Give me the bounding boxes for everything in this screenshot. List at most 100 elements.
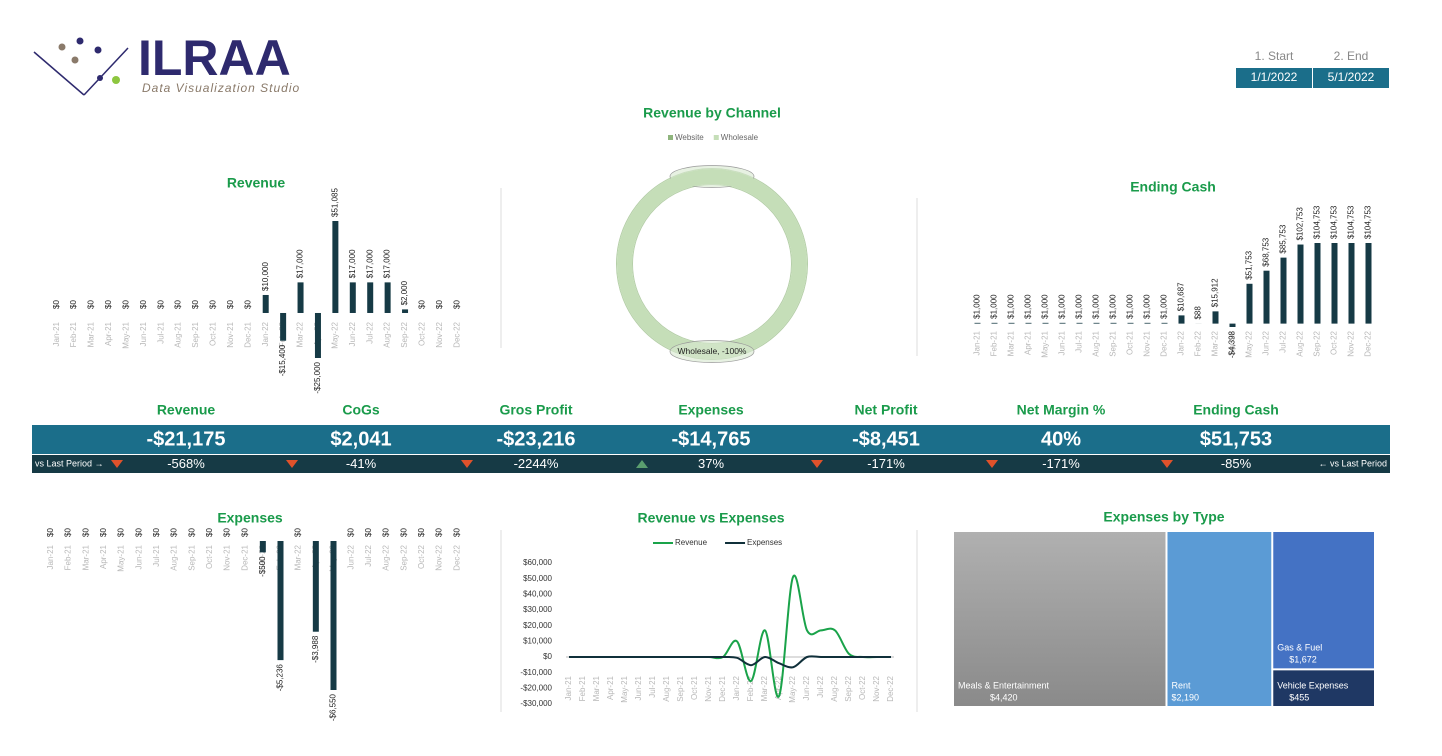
start-date[interactable]: 1/1/2022 [1251, 70, 1298, 84]
trend-arrow [461, 460, 473, 468]
data-label: $0 [156, 300, 165, 309]
tile-value: $4,420 [990, 692, 1018, 702]
data-label: $1,000 [990, 294, 999, 319]
x-tick-label: Sep-22 [399, 544, 408, 570]
y-tick-label: $0 [543, 652, 552, 661]
data-label: $0 [382, 528, 391, 537]
legend-label: Website [675, 133, 704, 142]
data-label: $0 [226, 300, 235, 309]
data-label: $68,753 [1262, 237, 1271, 266]
tile-value: $455 [1289, 692, 1309, 702]
label-callout [669, 340, 755, 363]
bar [1280, 257, 1287, 324]
y-tick-label: -$30,000 [520, 699, 552, 708]
kpi-title: Net Profit [855, 402, 918, 418]
legend-swatch [668, 135, 673, 140]
bar [367, 282, 374, 313]
x-tick-label: Oct-21 [209, 321, 218, 346]
bar [1161, 322, 1168, 324]
data-label: $104,753 [1313, 205, 1322, 239]
logo [33, 37, 129, 96]
data-label: $0 [104, 300, 113, 309]
x-tick-label: Dec-21 [240, 544, 249, 570]
data-label: $102,753 [1296, 207, 1305, 241]
donut-segment [617, 169, 807, 359]
kpi-change-band [32, 455, 1390, 473]
start-box[interactable] [1236, 68, 1312, 88]
x-tick-label: Jun-22 [1262, 330, 1271, 355]
x-tick-label: Aug-21 [1092, 330, 1101, 356]
data-label: $17,000 [365, 249, 374, 278]
kpi-title: Revenue [157, 402, 216, 418]
x-tick-label: Oct-22 [1330, 330, 1339, 355]
bar [1110, 322, 1117, 324]
kpi-change: -171% [1042, 456, 1080, 471]
x-tick-label: Jan-21 [52, 321, 61, 346]
x-tick-label: Jul-21 [152, 544, 161, 566]
data-label: -$15,400 [278, 344, 287, 376]
chart-title: Ending Cash [1130, 179, 1216, 195]
x-tick-label: Aug-22 [382, 544, 391, 570]
x-tick-label: Jul-21 [648, 675, 657, 697]
kpi-value: -$21,175 [147, 428, 226, 450]
x-tick-label: Mar-22 [1211, 330, 1220, 356]
data-label: $1,000 [1058, 294, 1067, 319]
treemap-tile [1273, 532, 1374, 669]
tile-label: Vehicle Expenses [1277, 680, 1349, 690]
bar [262, 294, 269, 313]
kpi-value: -$8,451 [852, 428, 920, 450]
data-label: -$6,550 [329, 693, 338, 721]
x-tick-label: Jul-21 [1075, 330, 1084, 352]
data-label: $104,753 [1347, 205, 1356, 239]
data-label: -$500 [258, 556, 267, 577]
x-tick-label: Aug-22 [383, 321, 392, 347]
end-label: 2. End [1334, 49, 1369, 63]
x-tick-label: Oct-22 [418, 321, 427, 346]
kpi-change: -41% [346, 456, 377, 471]
bar [277, 541, 284, 661]
bar [1331, 243, 1338, 324]
x-tick-label: Feb-22 [746, 675, 755, 701]
data-label: $0 [364, 528, 373, 537]
x-tick-label: Mar-21 [1007, 330, 1016, 356]
legend-label: Wholesale [721, 133, 759, 142]
data-label: $0 [117, 528, 126, 537]
treemap-tile [1167, 532, 1272, 706]
data-label: $0 [205, 528, 214, 537]
bar [1229, 323, 1236, 327]
trend-arrow [986, 460, 998, 468]
x-tick-label: Jun-21 [134, 544, 143, 569]
legend-label: Expenses [747, 538, 782, 547]
data-label: $1,000 [1109, 294, 1118, 319]
data-label: -$5,236 [276, 664, 285, 692]
kpi-value: $2,041 [330, 428, 391, 450]
chart-title: Expenses [217, 510, 283, 526]
trend-arrow [811, 460, 823, 468]
x-tick-label: Dec-21 [718, 675, 727, 701]
data-label: $0 [69, 300, 78, 309]
y-tick-label: $30,000 [523, 605, 552, 614]
bar [1008, 322, 1015, 324]
x-tick-label: May-22 [1245, 330, 1254, 357]
data-label: $17,000 [296, 249, 305, 278]
tile-label: Rent [1171, 680, 1191, 690]
end-box[interactable] [1313, 68, 1389, 88]
line-series [569, 574, 891, 698]
kpi-change: 37% [698, 456, 724, 471]
x-tick-label: Jan-22 [261, 321, 270, 346]
x-tick-label: Apr-21 [99, 544, 108, 569]
start-label: 1. Start [1255, 49, 1294, 63]
bar [1297, 244, 1304, 324]
x-tick-label: Sep-21 [1109, 330, 1118, 356]
end-date[interactable]: 5/1/2022 [1328, 70, 1375, 84]
data-label: $0 [87, 300, 96, 309]
x-tick-label: Mar-22 [760, 675, 769, 701]
bar [1348, 243, 1355, 324]
x-tick-label: Oct-22 [858, 675, 867, 700]
bar [1365, 243, 1372, 324]
tile-label: Gas & Fuel [1277, 643, 1322, 653]
data-label: $1,000 [1024, 294, 1033, 319]
chart-title: Expenses by Type [1103, 509, 1224, 525]
data-label: $0 [435, 528, 444, 537]
